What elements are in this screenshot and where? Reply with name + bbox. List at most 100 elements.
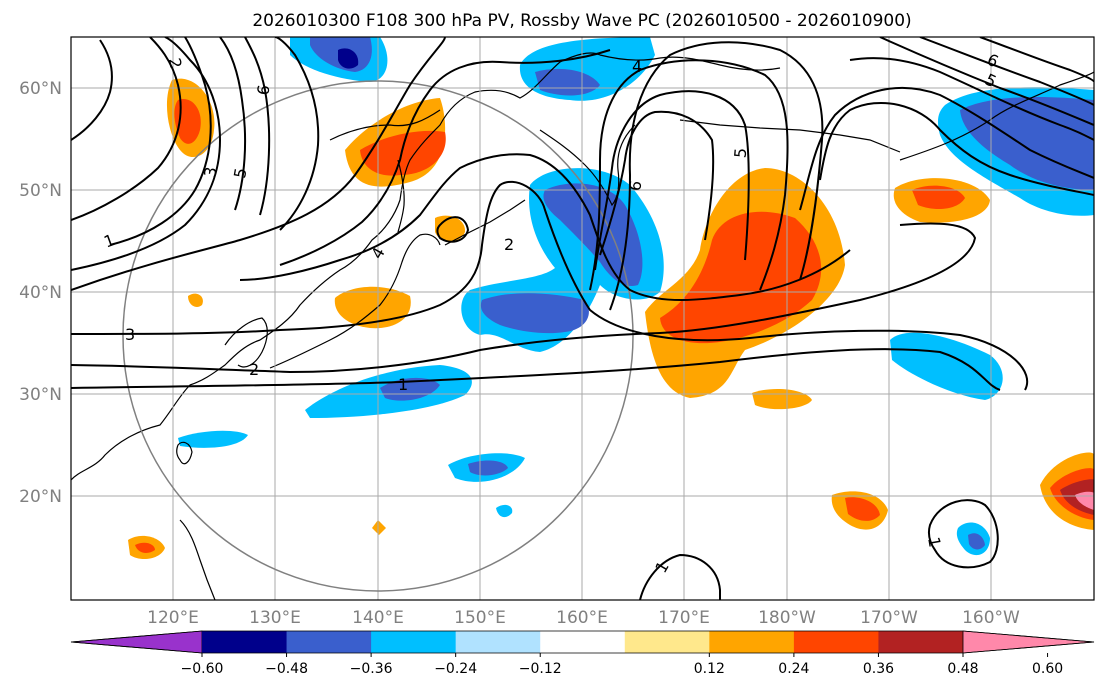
pv-contour-west-ridge-5: [219, 37, 247, 211]
lat-label-50N: 50°N: [19, 181, 62, 201]
colorbar-tick-label: 0.24: [778, 661, 809, 677]
pv-contour-west-ridge-6: [244, 37, 271, 216]
negative-anomaly-taiwan: [178, 430, 248, 448]
negative-anomaly-okhotsk-north-max: [338, 48, 359, 69]
map-panel: 2 6 5 3 1 3 2 1 4 2 4 6 5 6 5 1 1: [71, 37, 1094, 600]
coastline-taiwan: [176, 441, 193, 465]
pv-anomaly-shading: [128, 37, 1094, 560]
lon-label-160E: 160°E: [556, 608, 608, 628]
coastline-kuril-islands: [444, 199, 526, 246]
coastline-philippines: [179, 519, 216, 600]
pv-contour-5-ridge: [279, 49, 611, 266]
negative-anomaly-kamchatka-trough-core: [543, 183, 643, 286]
pv-contour-1-subtropical-east: [927, 499, 999, 569]
pv-contour-west-edge: [71, 39, 113, 141]
positive-anomaly-japan: [334, 286, 411, 329]
pv-contour-2-south: [71, 222, 977, 374]
negative-anomaly-trough-south-core: [480, 293, 589, 334]
pv-label: 1: [398, 375, 408, 394]
pv-contour-2-japan-loop: [436, 216, 470, 243]
colorbar-segment: [371, 631, 457, 653]
map-frame: [70, 36, 1095, 601]
positive-anomaly-central-pacific-core: [660, 211, 822, 344]
pv-contour-wrap-2: [71, 37, 446, 291]
negative-anomaly-small-pacific: [496, 504, 513, 518]
colorbar-segment: [793, 631, 879, 653]
colorbar-segment: [286, 631, 372, 653]
lon-label-160W: 160°W: [962, 608, 1020, 628]
pv-label: 1: [924, 535, 944, 548]
pv-label: 5: [230, 166, 250, 179]
pv-contour-6-kamchatka: [599, 110, 715, 256]
colorbar-tick-label: −0.60: [181, 661, 224, 677]
colorbar-tick-label: −0.24: [434, 661, 477, 677]
pv-label: 6: [253, 83, 273, 96]
colorbar-tick-label: 0.48: [947, 661, 978, 677]
pv-contour-4-kamchatka: [589, 59, 789, 291]
map-title: 2026010300 F108 300 hPa PV, Rossby Wave …: [252, 11, 911, 31]
colorbar-tick-label: −0.48: [265, 661, 308, 677]
positive-anomaly-tiny: [372, 520, 386, 535]
positive-anomaly-south-china-sea-core: [135, 542, 155, 553]
reference-circle: [122, 80, 634, 592]
pv-contour-west-ridge-1: [71, 37, 222, 271]
lat-label-20N: 20°N: [19, 487, 62, 507]
pv-label: 6: [625, 179, 645, 192]
negative-anomaly-philippine-sea-core: [468, 460, 508, 476]
lon-label-170E: 170°E: [658, 608, 710, 628]
pv-contour-5-kamchatka: [594, 90, 750, 271]
colorbar-segment: [709, 631, 795, 653]
positive-anomaly-small-korea: [188, 293, 203, 307]
negative-anomaly-hawaii-west-core: [968, 533, 985, 550]
lon-label-140E: 140°E: [352, 608, 404, 628]
colorbar-segment: [624, 631, 710, 653]
pv-contour-west-inner: [274, 37, 320, 231]
pv-contour-1-subtropical-mid: [639, 553, 721, 600]
negative-anomaly-south-japan-core: [380, 377, 440, 401]
lon-label-120E: 120°E: [147, 608, 199, 628]
colorbar-extend-min: [70, 630, 203, 654]
pv-label: 2: [165, 56, 185, 69]
pv-contour-aleutian-north2: [919, 37, 1094, 106]
colorbar-tick-label: 0.60: [1032, 661, 1063, 677]
pv-contour-west-outer: [71, 37, 182, 221]
lon-label-180W: 180°W: [758, 608, 816, 628]
lon-label-150E: 150°E: [454, 608, 506, 628]
lon-label-170W: 170°W: [860, 608, 918, 628]
coastline-siberia-north: [599, 54, 781, 71]
lat-label-40N: 40°N: [19, 283, 62, 303]
graticule: [71, 37, 1094, 600]
colorbar: −0.60 −0.48 −0.36 −0.24 −0.12 0.12 0.24 0.36 0.4…: [70, 630, 1095, 677]
pv-label: 2: [504, 235, 514, 254]
negative-anomaly-kamchatka-north-core: [535, 68, 600, 96]
lat-label-30N: 30°N: [19, 385, 62, 405]
colorbar-segment: [540, 631, 626, 653]
coastline-okhotsk: [329, 109, 441, 141]
pv-contour-4-trough: [239, 153, 851, 301]
pv-label: 2: [249, 360, 259, 379]
pv-label: 3: [125, 325, 135, 344]
coastline-sakhalin: [397, 159, 405, 233]
coastline-kamchatka: [539, 124, 636, 207]
pv-contours: [71, 37, 1094, 600]
pv-label: 5: [731, 147, 751, 159]
coastline-japan: [269, 233, 441, 369]
pv-contour-3-kamchatka: [609, 41, 824, 311]
colorbar-segment: [878, 631, 964, 653]
latitude-labels: 60°N 50°N 40°N 30°N 20°N: [19, 79, 62, 507]
colorbar-tick-label: 0.12: [694, 661, 725, 677]
pv-label: 3: [200, 165, 220, 178]
colorbar-segment: [202, 631, 288, 653]
colorbar-tick-label: −0.12: [519, 661, 562, 677]
colorbar-segment: [455, 631, 541, 653]
pv-label: 4: [632, 57, 642, 76]
positive-anomaly-subtropical-175w-core: [845, 497, 880, 521]
pv-contour-aleutian-outer: [849, 57, 1094, 141]
coastline-korea: [224, 317, 268, 368]
pv-contour-3-south: [71, 180, 1029, 391]
pv-contour-west-ridge-3: [109, 37, 212, 246]
colorbar-extend-max: [962, 630, 1095, 654]
longitude-labels: 120°E 130°E 140°E 150°E 160°E 170°E 180°…: [147, 608, 1020, 628]
lat-label-60N: 60°N: [19, 79, 62, 99]
